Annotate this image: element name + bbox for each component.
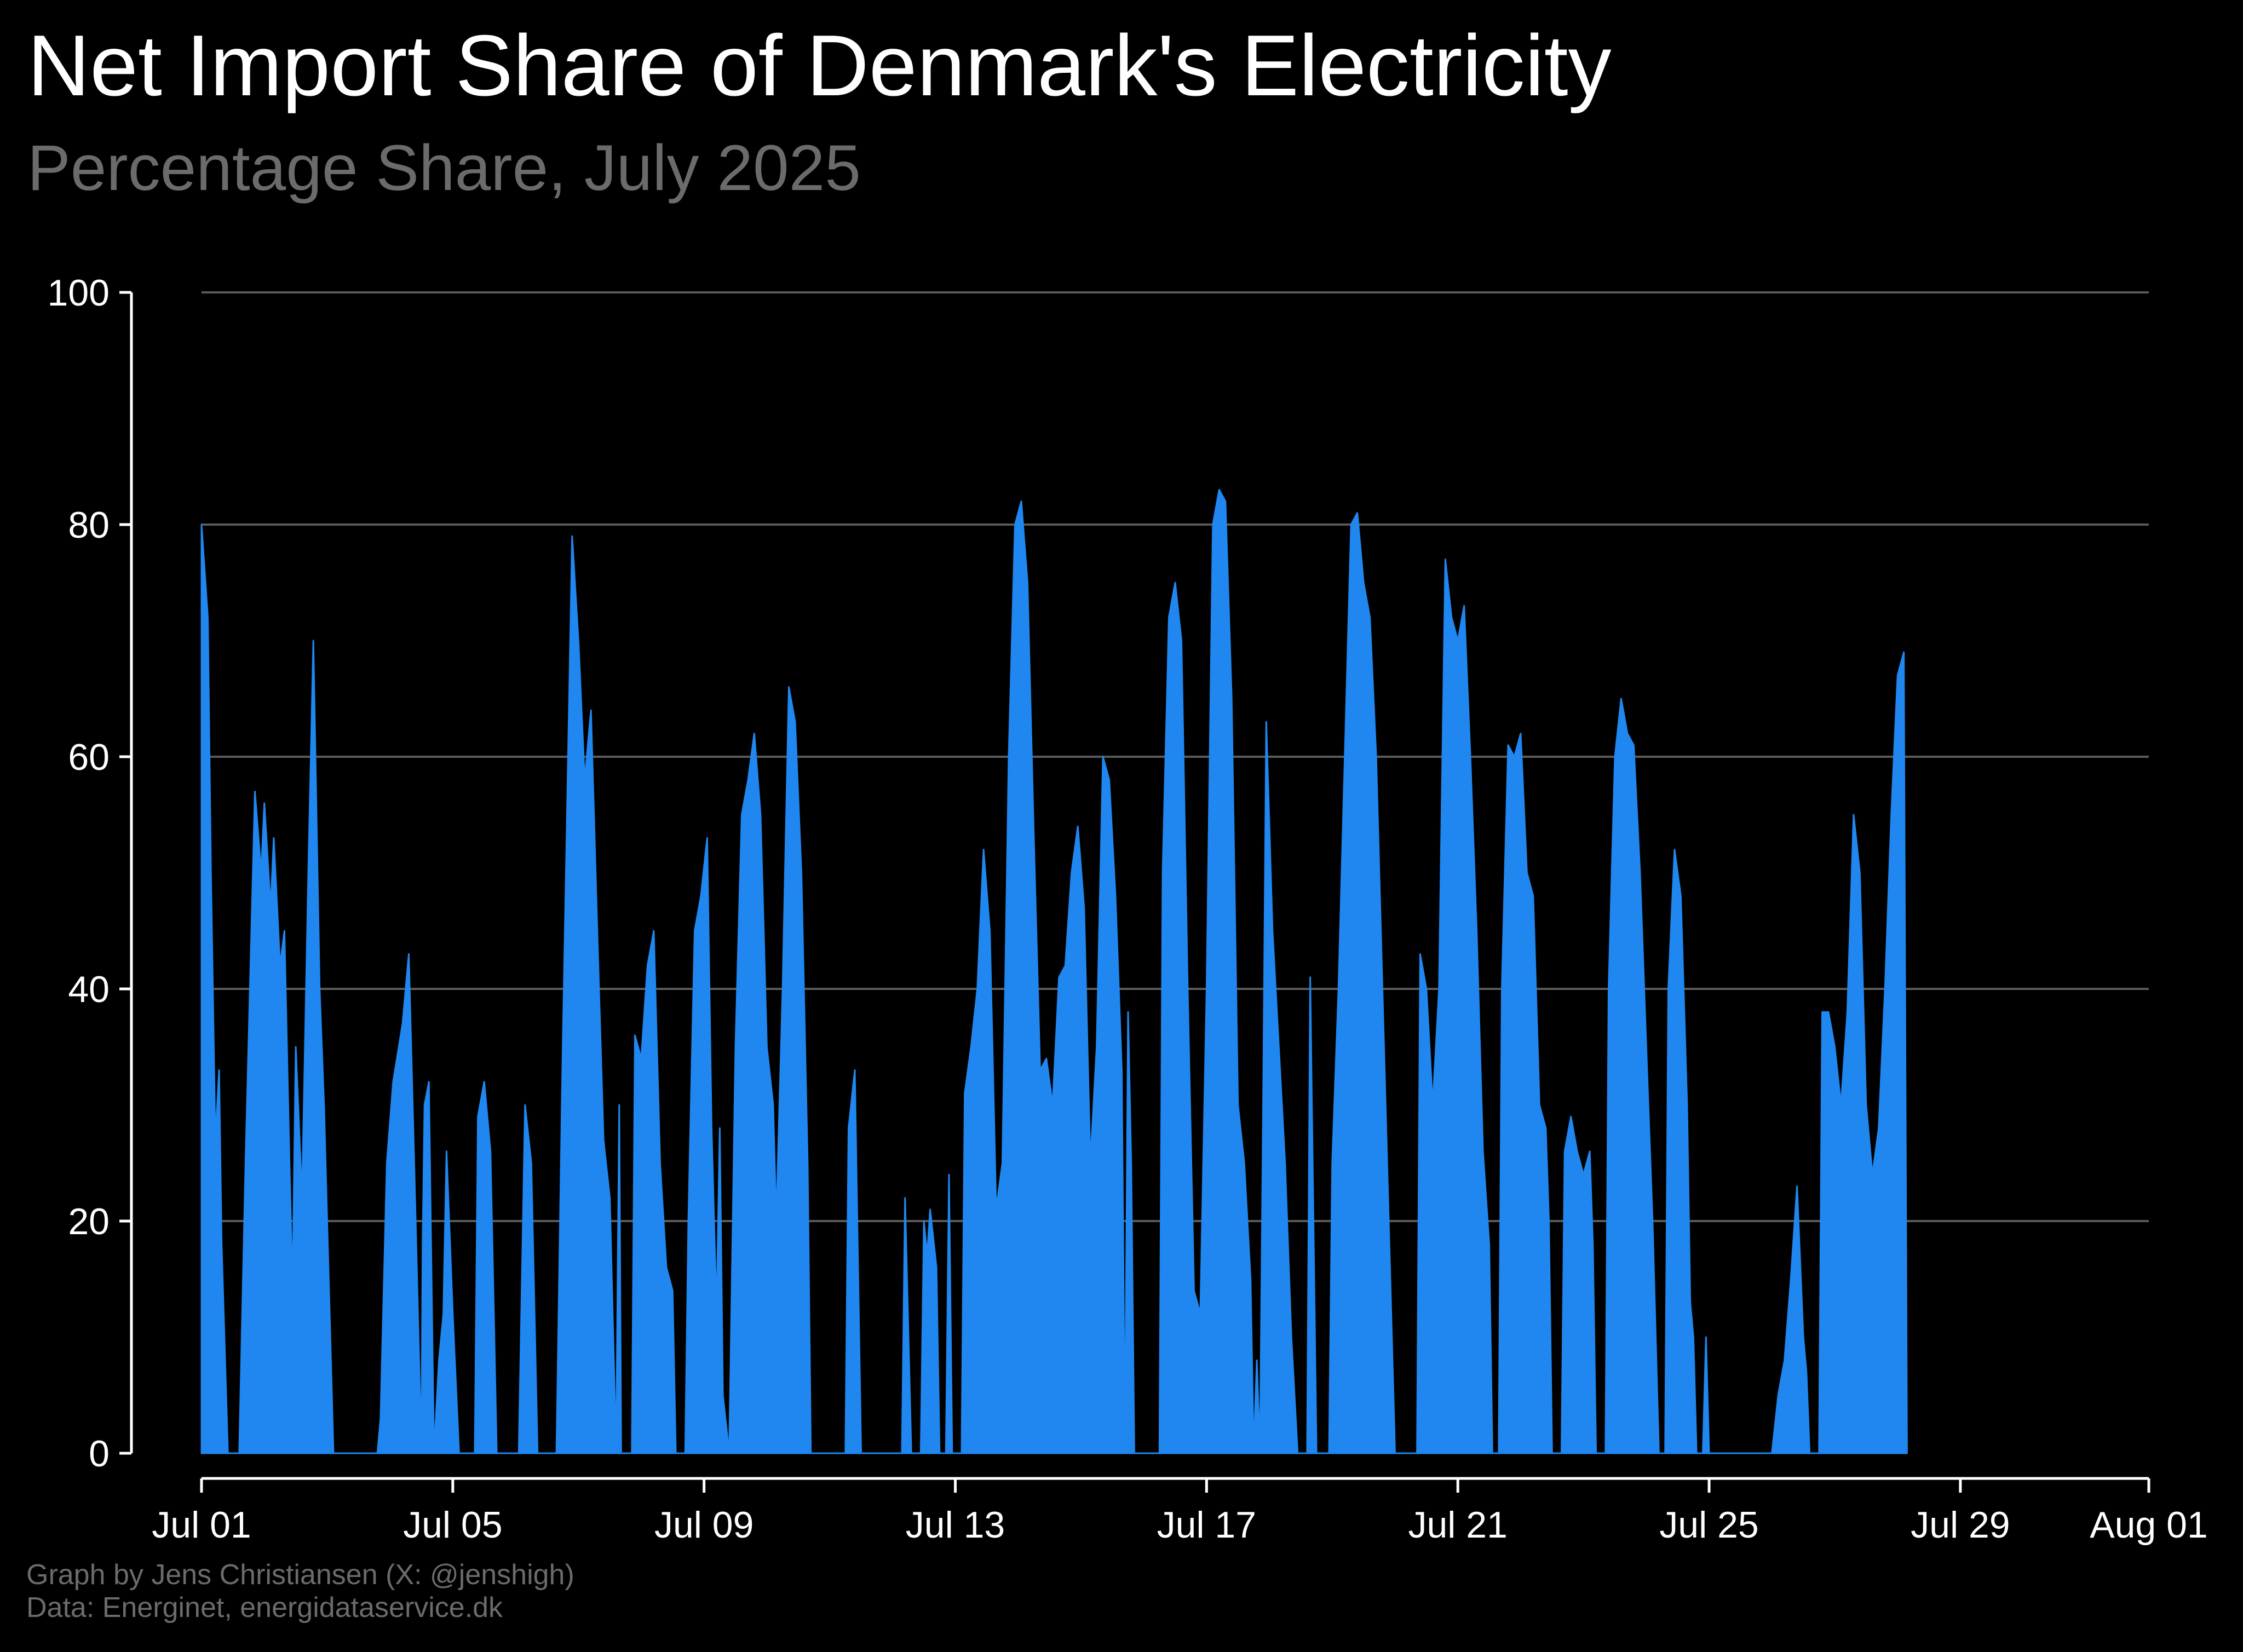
x-tick-label-24: Jul 25 xyxy=(1659,1504,1758,1546)
footer-credit: Graph by Jens Christiansen (X: @jenshigh… xyxy=(26,1559,574,1591)
y-tick-label-40: 40 xyxy=(68,969,110,1010)
x-tick-label-0: Jul 01 xyxy=(152,1504,251,1546)
x-tick-label-20: Jul 21 xyxy=(1408,1504,1507,1546)
y-tick-label-80: 80 xyxy=(68,504,110,546)
plot-area xyxy=(200,488,1908,1454)
x-tick-label-31: Aug 01 xyxy=(2090,1504,2208,1546)
chart-title: Net Import Share of Denmark's Electricit… xyxy=(27,18,1612,114)
x-axis-ticks: Jul 01 Jul 05 Jul 09 Jul 13 Jul 17 Jul 21 Jul … xyxy=(152,1478,2208,1546)
x-tick-label-8: Jul 09 xyxy=(654,1504,754,1546)
y-tick-label-100: 100 xyxy=(48,272,110,314)
x-tick-label-16: Jul 17 xyxy=(1157,1504,1256,1546)
x-tick-label-4: Jul 05 xyxy=(403,1504,502,1546)
axes xyxy=(130,292,2149,1480)
x-tick-label-28: Jul 29 xyxy=(1911,1504,2010,1546)
series-area-0 xyxy=(200,488,1908,1454)
y-tick-label-60: 60 xyxy=(68,736,110,778)
x-tick-label-12: Jul 13 xyxy=(906,1504,1005,1546)
y-tick-label-20: 20 xyxy=(68,1201,110,1242)
chart-subtitle: Percentage Share, July 2025 xyxy=(27,132,861,204)
y-axis-ticks: 0 20 40 60 80 100 xyxy=(48,272,131,1475)
footer-source: Data: Energinet, energidataservice.dk xyxy=(26,1592,503,1624)
y-tick-label-0: 0 xyxy=(89,1433,110,1475)
